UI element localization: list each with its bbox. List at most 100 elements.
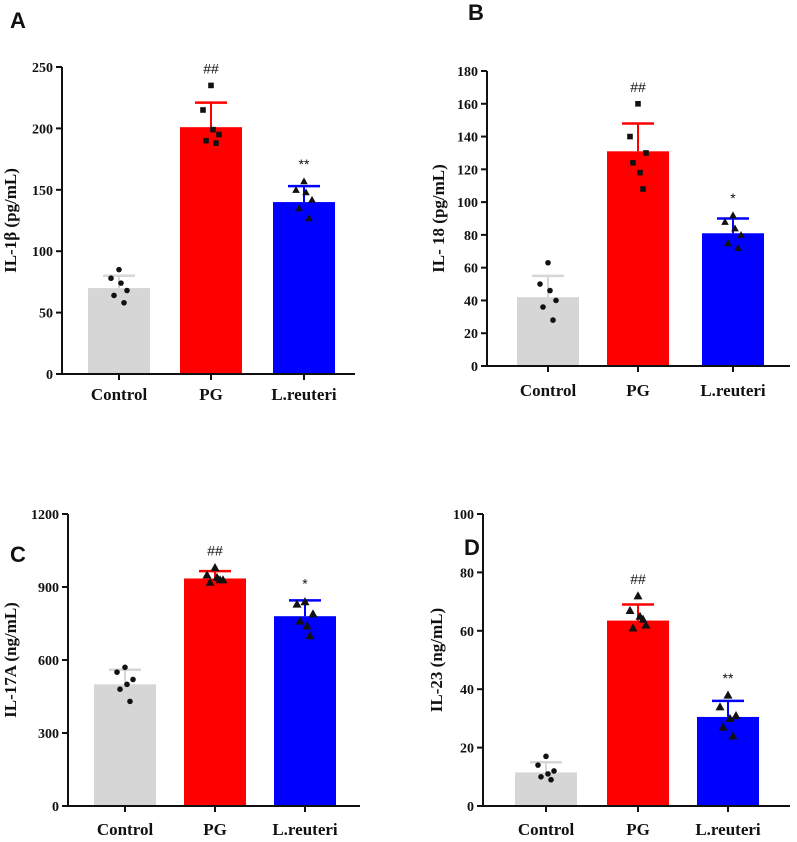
y-tick-label: 0 — [467, 800, 474, 815]
data-point — [121, 299, 127, 306]
data-point — [111, 292, 117, 299]
data-point — [633, 591, 643, 600]
bar-control — [517, 297, 579, 366]
data-point — [213, 140, 219, 146]
data-point — [300, 597, 310, 606]
data-point — [643, 150, 649, 156]
bar-pg — [607, 620, 669, 806]
y-tick-label: 600 — [38, 654, 59, 669]
data-point — [305, 631, 315, 640]
data-point — [124, 681, 130, 688]
data-point — [551, 768, 557, 774]
panel-a: A IL-1β (pg/mL) ## ** 0 50 100 150 200 250 Control… — [1, 8, 355, 404]
data-point — [535, 762, 541, 768]
data-point — [640, 186, 646, 192]
data-point — [117, 686, 123, 692]
y-tick-label: 160 — [457, 98, 478, 113]
panel-letter: C — [10, 542, 26, 567]
bar-control — [94, 684, 156, 806]
x-category-label: Control — [518, 820, 575, 839]
y-tick-label: 60 — [460, 625, 474, 640]
y-tick-label: 0 — [46, 368, 53, 383]
y-axis-label: IL-17A (ng/mL) — [1, 602, 20, 718]
data-point — [547, 287, 553, 294]
data-point — [635, 611, 645, 620]
data-point — [210, 126, 216, 133]
bar-lreuteri — [702, 233, 764, 366]
data-point — [548, 776, 554, 783]
data-point — [292, 186, 300, 193]
data-point — [715, 702, 725, 711]
y-tick-label: 120 — [457, 163, 478, 178]
y-tick-label: 20 — [464, 327, 478, 342]
x-category-label: PG — [626, 381, 650, 400]
y-tick-label: 0 — [52, 800, 59, 815]
y-tick-label: 80 — [460, 566, 474, 581]
significance-label: * — [302, 575, 308, 591]
data-point — [723, 690, 733, 699]
data-point — [729, 211, 737, 219]
data-point — [295, 616, 305, 625]
x-category-label: L.reuteri — [272, 820, 338, 839]
x-category-label: L.reuteri — [271, 385, 337, 404]
data-point — [721, 217, 729, 225]
data-point — [728, 731, 738, 740]
y-tick-label: 50 — [39, 307, 53, 322]
significance-label: * — [730, 190, 736, 206]
panel-letter: B — [468, 0, 484, 25]
data-point — [292, 599, 302, 608]
panel-letter: D — [464, 535, 480, 560]
y-tick-label: 180 — [457, 65, 478, 80]
bar-lreuteri — [273, 202, 335, 374]
data-point — [718, 722, 728, 731]
y-tick-label: 40 — [464, 294, 478, 309]
data-point — [212, 572, 222, 581]
y-tick-label: 40 — [460, 683, 474, 698]
data-point — [130, 676, 136, 683]
y-tick-label: 20 — [460, 742, 474, 757]
bar-lreuteri — [274, 616, 336, 806]
data-point — [545, 259, 551, 266]
bar-pg — [180, 127, 242, 374]
data-point — [731, 710, 741, 720]
data-point — [116, 266, 122, 273]
data-point — [300, 177, 308, 185]
data-point — [210, 563, 220, 572]
data-point — [208, 82, 214, 89]
data-point — [200, 107, 206, 113]
significance-label: ## — [630, 571, 646, 587]
y-tick-label: 300 — [38, 727, 59, 742]
x-category-label: Control — [97, 820, 154, 839]
data-point — [538, 774, 544, 780]
panel-d: D IL-23 (ng/mL) ## ** 0 20 40 60 80 100 Control PG L… — [427, 508, 790, 839]
data-point — [537, 281, 543, 287]
data-point — [630, 159, 636, 166]
y-axis-label: IL-23 (ng/mL) — [427, 608, 446, 712]
data-point — [302, 188, 310, 196]
y-tick-label: 1200 — [31, 508, 59, 523]
data-point — [202, 570, 212, 579]
data-point — [295, 204, 303, 212]
bar-lreuteri — [697, 716, 759, 806]
significance-label: ** — [299, 156, 310, 172]
data-point — [545, 771, 551, 777]
data-point — [543, 753, 549, 760]
data-point — [108, 275, 114, 282]
data-point — [627, 133, 633, 140]
panel-letter: A — [10, 8, 26, 33]
data-point — [122, 664, 128, 671]
x-category-label: Control — [520, 381, 577, 400]
data-point — [308, 195, 316, 203]
data-point — [628, 623, 638, 632]
y-tick-label: 100 — [457, 196, 478, 211]
data-point — [553, 297, 559, 304]
data-point — [635, 100, 641, 107]
y-tick-label: 100 — [453, 508, 474, 523]
y-tick-label: 150 — [32, 184, 53, 199]
x-category-label: L.reuteri — [700, 381, 766, 400]
data-point — [550, 317, 556, 323]
y-tick-label: 0 — [471, 360, 478, 375]
panel-b: B IL- 18 (pg/mL) ## * 0 20 40 60 80 100 120 140 160 1… — [429, 0, 790, 400]
bar-pg — [607, 151, 669, 366]
